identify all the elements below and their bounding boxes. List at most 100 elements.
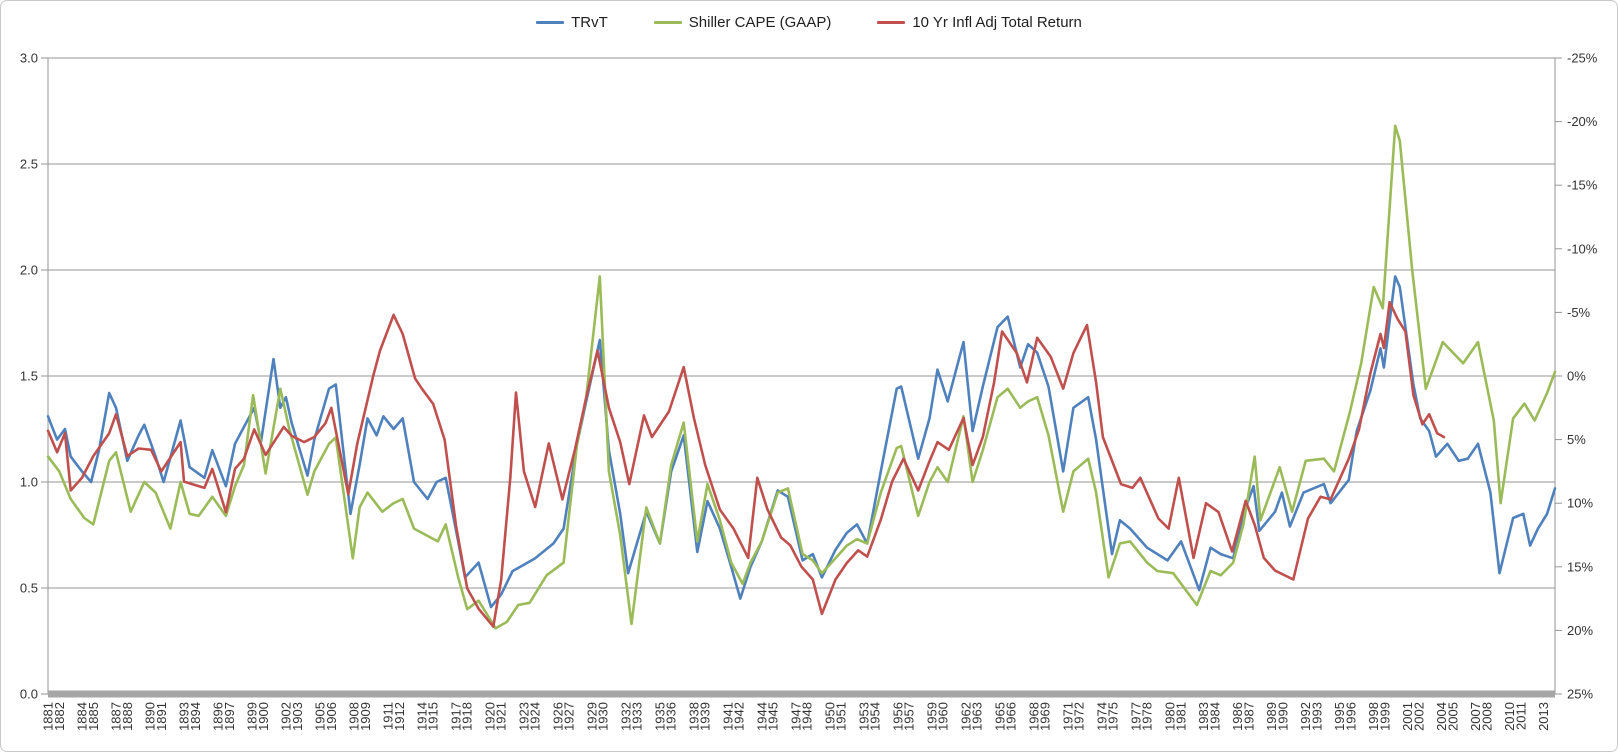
svg-text:20%: 20%	[1567, 623, 1593, 638]
svg-text:1957: 1957	[902, 702, 917, 731]
svg-text:1914: 1914	[414, 702, 429, 731]
svg-text:1944: 1944	[754, 702, 769, 731]
shiller-cape-line-swatch-icon	[653, 21, 682, 24]
svg-text:1962: 1962	[958, 702, 973, 731]
svg-text:1975: 1975	[1106, 702, 1121, 731]
svg-text:1930: 1930	[596, 702, 611, 731]
svg-text:1951: 1951	[834, 702, 849, 731]
svg-text:1972: 1972	[1072, 702, 1087, 731]
svg-text:-10%: -10%	[1567, 241, 1598, 256]
svg-text:1927: 1927	[562, 702, 577, 731]
svg-text:1915: 1915	[426, 702, 441, 731]
svg-text:1993: 1993	[1310, 702, 1325, 731]
svg-text:0%: 0%	[1567, 369, 1586, 384]
svg-text:-5%: -5%	[1567, 305, 1591, 320]
legend-label-10yr-return: 10 Yr Infl Adj Total Return	[912, 14, 1082, 31]
svg-text:2001: 2001	[1400, 702, 1415, 731]
svg-text:1941: 1941	[720, 702, 735, 731]
legend-label-shiller-cape: Shiller CAPE (GAAP)	[688, 14, 832, 31]
svg-text:2004: 2004	[1434, 702, 1449, 731]
svg-text:1984: 1984	[1208, 702, 1223, 731]
svg-text:1974: 1974	[1094, 702, 1109, 731]
svg-text:1978: 1978	[1140, 702, 1155, 731]
svg-text:1905: 1905	[312, 702, 327, 731]
svg-text:1902: 1902	[278, 702, 293, 731]
svg-text:1992: 1992	[1298, 702, 1313, 731]
10yr-return-line-swatch-icon	[877, 21, 906, 24]
svg-text:5%: 5%	[1567, 432, 1586, 447]
svg-text:1987: 1987	[1242, 702, 1257, 731]
svg-text:1936: 1936	[664, 702, 679, 731]
svg-text:1884: 1884	[74, 702, 89, 731]
svg-text:1932: 1932	[618, 702, 633, 731]
svg-text:1945: 1945	[766, 702, 781, 731]
svg-text:2002: 2002	[1412, 702, 1427, 731]
svg-text:1923: 1923	[516, 702, 531, 731]
svg-text:1894: 1894	[188, 702, 203, 731]
svg-text:1896: 1896	[210, 702, 225, 731]
svg-text:3.0: 3.0	[20, 51, 38, 66]
svg-text:2010: 2010	[1502, 702, 1517, 731]
svg-text:1953: 1953	[856, 702, 871, 731]
svg-text:1981: 1981	[1174, 702, 1189, 731]
svg-text:1887: 1887	[108, 702, 123, 731]
svg-text:2.5: 2.5	[20, 157, 38, 172]
svg-text:1960: 1960	[936, 702, 951, 731]
svg-text:1929: 1929	[584, 702, 599, 731]
svg-text:1921: 1921	[494, 702, 509, 731]
svg-text:1920: 1920	[482, 702, 497, 731]
svg-text:1888: 1888	[120, 702, 135, 731]
svg-text:2005: 2005	[1446, 702, 1461, 731]
legend-item-10yr-return: 10 Yr Infl Adj Total Return	[877, 14, 1082, 31]
svg-text:2007: 2007	[1468, 702, 1483, 731]
svg-text:-15%: -15%	[1567, 178, 1598, 193]
svg-text:1935: 1935	[652, 702, 667, 731]
svg-text:1918: 1918	[460, 702, 475, 731]
svg-text:1926: 1926	[550, 702, 565, 731]
svg-text:2.0: 2.0	[20, 263, 38, 278]
legend-item-trvt: TRvT	[536, 14, 608, 31]
svg-text:25%: 25%	[1567, 687, 1593, 702]
svg-text:1948: 1948	[800, 702, 815, 731]
svg-text:15%: 15%	[1567, 559, 1593, 574]
svg-text:1980: 1980	[1162, 702, 1177, 731]
svg-text:1938: 1938	[686, 702, 701, 731]
svg-text:1983: 1983	[1196, 702, 1211, 731]
svg-text:1900: 1900	[256, 702, 271, 731]
svg-text:1893: 1893	[176, 702, 191, 731]
svg-text:1882: 1882	[52, 702, 67, 731]
svg-text:1956: 1956	[890, 702, 905, 731]
svg-text:1911: 1911	[380, 702, 395, 730]
svg-text:1998: 1998	[1366, 702, 1381, 731]
svg-text:1890: 1890	[142, 702, 157, 731]
svg-text:1989: 1989	[1264, 702, 1279, 731]
svg-text:1990: 1990	[1276, 702, 1291, 731]
svg-text:1.5: 1.5	[20, 369, 38, 384]
svg-text:2008: 2008	[1480, 702, 1495, 731]
svg-text:2011: 2011	[1514, 702, 1529, 730]
legend-label-trvt: TRvT	[571, 14, 608, 31]
svg-text:1977: 1977	[1128, 702, 1143, 731]
trvt-line-swatch-icon	[536, 21, 565, 24]
svg-text:1899: 1899	[244, 702, 259, 731]
svg-text:1939: 1939	[698, 702, 713, 731]
svg-text:1966: 1966	[1004, 702, 1019, 731]
svg-text:1995: 1995	[1332, 702, 1347, 731]
legend-item-shiller-cape: Shiller CAPE (GAAP)	[653, 14, 832, 31]
svg-text:1906: 1906	[324, 702, 339, 731]
svg-text:1933: 1933	[630, 702, 645, 731]
svg-text:1917: 1917	[448, 702, 463, 731]
svg-text:-25%: -25%	[1567, 51, 1598, 66]
svg-text:1968: 1968	[1026, 702, 1041, 731]
svg-text:1897: 1897	[222, 702, 237, 731]
svg-text:1909: 1909	[358, 702, 373, 731]
svg-text:1969: 1969	[1038, 702, 1053, 731]
svg-text:1908: 1908	[346, 702, 361, 731]
svg-text:1963: 1963	[970, 702, 985, 731]
svg-text:0.0: 0.0	[20, 687, 38, 702]
svg-text:10%: 10%	[1567, 496, 1593, 511]
svg-text:1891: 1891	[154, 702, 169, 731]
svg-text:1885: 1885	[86, 702, 101, 731]
